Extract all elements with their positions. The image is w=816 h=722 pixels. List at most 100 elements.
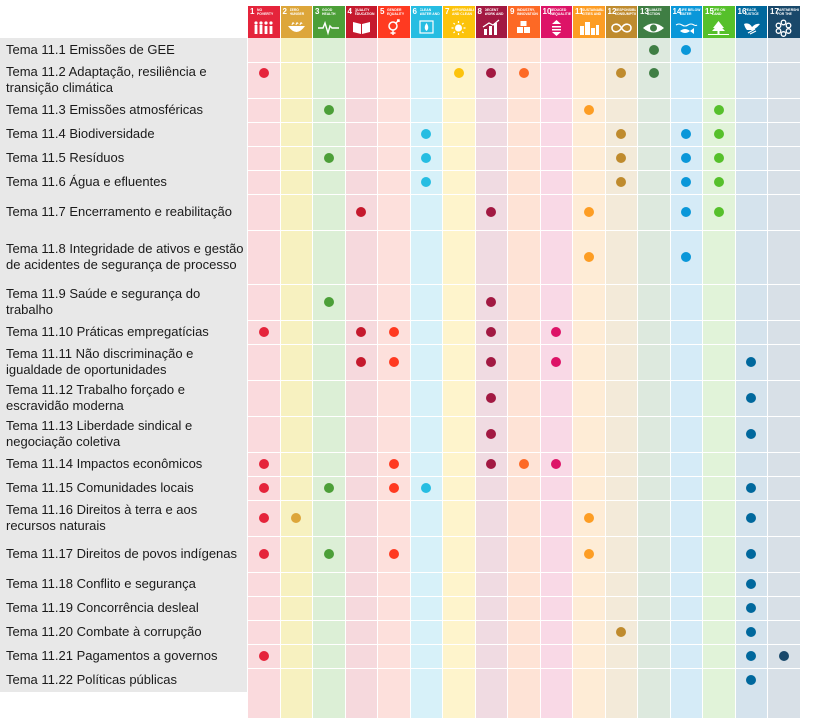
- sdg-8-relevance-dot: [486, 429, 497, 439]
- sdg-5-relevance-dot: [388, 459, 399, 469]
- row-label-background: [0, 644, 247, 668]
- row-divider: [0, 499, 816, 501]
- sdg-9-relevance-dot: [518, 68, 529, 78]
- tree-icon: [703, 18, 735, 37]
- row-divider: [0, 319, 816, 321]
- sdg-1-number: 1: [250, 7, 255, 16]
- sdg-6-relevance-dot: [421, 129, 432, 139]
- sdg-15-relevance-dot: [713, 129, 724, 139]
- row-label: Tema 11.20 Combate à corrupção: [6, 624, 202, 639]
- sdg-3-relevance-dot: [323, 105, 334, 115]
- sdg-9-tile: 9Industry, innovation and infrastructure: [508, 6, 540, 38]
- sdg-4-tile: 4 Quality education: [345, 6, 378, 38]
- sdg-11-relevance-dot: [583, 549, 594, 559]
- row-label-background: [0, 344, 247, 380]
- column-4-background: [345, 38, 377, 718]
- sdg-12-relevance-dot: [616, 68, 627, 78]
- sdg-16-relevance-dot: [746, 549, 757, 559]
- sdg-1-relevance-dot: [258, 483, 269, 493]
- sdg-11-relevance-dot: [583, 513, 594, 523]
- sdg-1-relevance-dot: [258, 68, 269, 78]
- row-divider: [0, 145, 816, 147]
- column-6-background: [410, 38, 442, 718]
- column-14-background: [670, 38, 702, 718]
- row-label-background: [0, 122, 247, 146]
- row-label-background: [0, 452, 247, 476]
- sdg-15-tile: 15 Life on land: [703, 6, 735, 38]
- sdg-14-relevance-dot: [681, 252, 692, 262]
- row-divider: [0, 415, 816, 417]
- row-label-background: [0, 500, 247, 536]
- row-divider: [0, 535, 816, 537]
- row-label-background: [0, 38, 247, 62]
- row-divider: [0, 61, 816, 63]
- sdg-4-title: Quality education: [354, 8, 375, 16]
- gender-icon: [378, 18, 410, 37]
- sdg-8-title: Decent work and economic growth: [484, 8, 504, 16]
- row-label-background: [0, 596, 247, 620]
- sdg-8-relevance-dot: [486, 327, 497, 337]
- sdg-8-relevance-dot: [486, 207, 497, 217]
- sdg-7-tile: 7Affordable and clean energy: [443, 6, 475, 38]
- sdg-16-number: 16: [737, 7, 747, 16]
- row-divider: [0, 595, 816, 597]
- row-label: Tema 11.12 Trabalho forçado e escravidão…: [6, 382, 185, 413]
- sdg-16-relevance-dot: [746, 393, 757, 403]
- row-label-background: [0, 572, 247, 596]
- city-icon: [573, 18, 605, 37]
- row-label: Tema 11.14 Impactos econômicos: [6, 456, 203, 471]
- sdg-15-number: 15: [705, 7, 714, 16]
- sdg-12-number: 12: [607, 7, 617, 16]
- row-divider: [0, 283, 816, 285]
- row-label: Tema 11.8 Integridade de ativos e gestão…: [6, 241, 244, 272]
- sdg-14-relevance-dot: [681, 207, 692, 217]
- sdg-16-relevance-dot: [746, 513, 757, 523]
- sdg-2-relevance-dot: [291, 513, 302, 523]
- row-label-background: [0, 668, 247, 692]
- sdg-3-tile: 3Good health and well-being: [313, 6, 345, 38]
- sun-icon: [443, 18, 475, 37]
- sdg-12-relevance-dot: [616, 129, 627, 139]
- sdg-10-relevance-dot: [551, 459, 562, 469]
- column-11-background: [573, 38, 605, 718]
- column-7-background: [443, 38, 475, 718]
- book-icon: [346, 18, 378, 37]
- sdg-9-number: 9: [510, 7, 515, 16]
- sdg-8-relevance-dot: [486, 297, 497, 307]
- family-icon: [248, 18, 280, 37]
- row-label-background: [0, 536, 247, 572]
- column-12-background: [605, 38, 637, 718]
- sdg-3-relevance-dot: [323, 549, 334, 559]
- column-8-background: [475, 38, 507, 718]
- sdg-16-tile: 16Peace, justice and strong institutions: [735, 6, 767, 38]
- sdg-14-relevance-dot: [681, 45, 692, 55]
- sdg-5-title: Gender equality: [387, 8, 405, 16]
- infinity-icon: [606, 18, 638, 37]
- sdg-14-title: Life below water: [679, 8, 701, 16]
- sdg-6-number: 6: [412, 7, 417, 16]
- row-label: Tema 11.18 Conflito e segurança: [6, 576, 196, 591]
- water-drop-icon: [411, 18, 443, 37]
- row-divider: [0, 121, 816, 123]
- sdg-16-relevance-dot: [746, 675, 757, 685]
- sdg-11-tile: 11Sustainable cities and communities: [573, 6, 605, 38]
- column-17-background: [768, 38, 800, 718]
- sdg-13-relevance-dot: [648, 68, 659, 78]
- sdg-1-relevance-dot: [258, 327, 269, 337]
- sdg-17-title: Partnerships for the goals: [777, 8, 799, 16]
- sdg-1-title: No poverty: [257, 8, 274, 16]
- row-divider: [0, 169, 816, 171]
- sdg-3-relevance-dot: [323, 297, 334, 307]
- growth-chart-icon: [476, 18, 508, 37]
- flower-ring-icon: [768, 18, 800, 37]
- sdg-4-relevance-dot: [356, 357, 367, 367]
- sdg-17-relevance-dot: [778, 651, 789, 661]
- row-label: Tema 11.13 Liberdade sindical e negociaç…: [6, 418, 193, 449]
- sdg-16-title: Peace, justice and strong institutions: [744, 8, 759, 16]
- sdg-5-relevance-dot: [388, 549, 399, 559]
- sdg-14-number: 14: [672, 7, 682, 16]
- sdg-11-relevance-dot: [583, 207, 594, 217]
- row-divider: [0, 343, 816, 345]
- column-2-background: [280, 38, 312, 718]
